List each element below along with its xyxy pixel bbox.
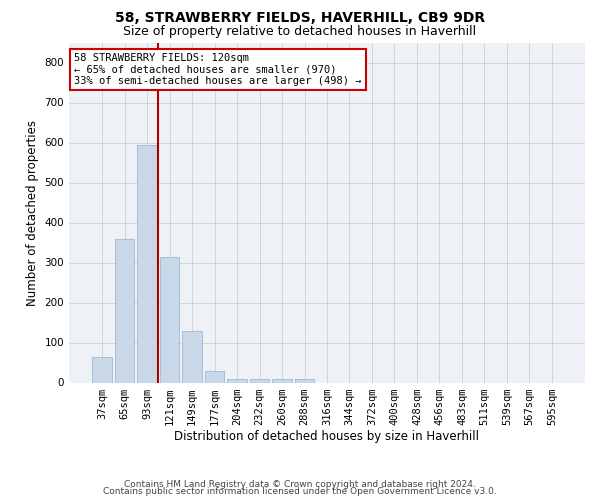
Text: 58 STRAWBERRY FIELDS: 120sqm
← 65% of detached houses are smaller (970)
33% of s: 58 STRAWBERRY FIELDS: 120sqm ← 65% of de… — [74, 52, 362, 86]
Bar — [250, 378, 269, 382]
Text: 58, STRAWBERRY FIELDS, HAVERHILL, CB9 9DR: 58, STRAWBERRY FIELDS, HAVERHILL, CB9 9D… — [115, 12, 485, 26]
Bar — [115, 238, 134, 382]
Text: Contains HM Land Registry data © Crown copyright and database right 2024.: Contains HM Land Registry data © Crown c… — [124, 480, 476, 489]
Bar — [295, 380, 314, 382]
Bar — [92, 356, 112, 382]
Bar — [205, 372, 224, 382]
Text: Size of property relative to detached houses in Haverhill: Size of property relative to detached ho… — [124, 25, 476, 38]
Y-axis label: Number of detached properties: Number of detached properties — [26, 120, 39, 306]
Bar — [227, 380, 247, 382]
Bar — [272, 380, 292, 382]
X-axis label: Distribution of detached houses by size in Haverhill: Distribution of detached houses by size … — [175, 430, 479, 444]
Bar — [137, 144, 157, 382]
Bar — [182, 332, 202, 382]
Text: Contains public sector information licensed under the Open Government Licence v3: Contains public sector information licen… — [103, 487, 497, 496]
Bar — [160, 256, 179, 382]
